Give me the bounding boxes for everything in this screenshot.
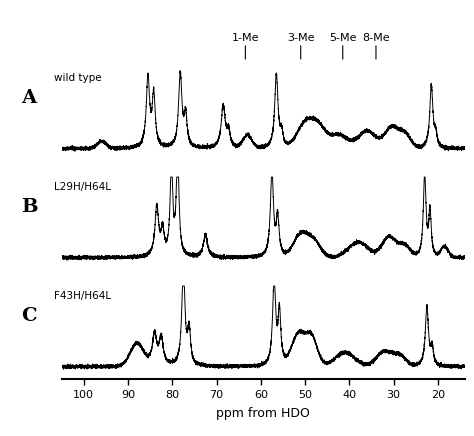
Text: 5-Me: 5-Me [329, 33, 356, 59]
Text: 8-Me: 8-Me [362, 33, 390, 59]
X-axis label: ppm from HDO: ppm from HDO [216, 407, 310, 420]
Text: 3-Me: 3-Me [287, 33, 314, 59]
Text: wild type: wild type [54, 73, 101, 83]
Text: F43H/H64L: F43H/H64L [54, 291, 111, 301]
Text: A: A [21, 89, 36, 107]
Text: 1-Me: 1-Me [232, 33, 259, 59]
Text: C: C [21, 307, 37, 325]
Text: B: B [21, 198, 38, 216]
Text: L29H/H64L: L29H/H64L [54, 182, 110, 192]
